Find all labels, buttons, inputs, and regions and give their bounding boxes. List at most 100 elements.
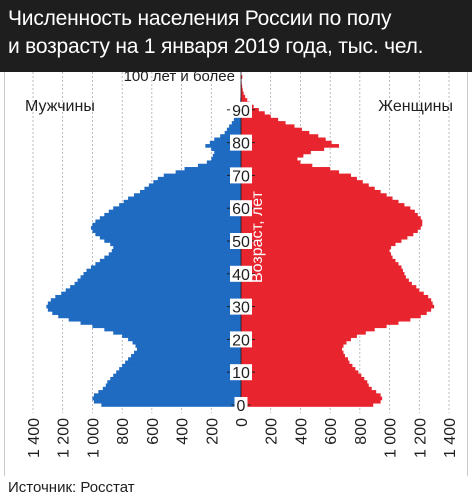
- male-bar: [128, 357, 241, 361]
- female-bar: [241, 281, 412, 286]
- female-bar: [241, 344, 344, 348]
- male-bar: [46, 304, 241, 309]
- male-bar: [113, 373, 241, 378]
- female-bar: [241, 357, 348, 361]
- male-bar: [211, 157, 241, 161]
- female-bar: [241, 216, 421, 220]
- age-tick-bg: [230, 134, 252, 151]
- female-bar: [241, 271, 405, 276]
- female-bar: [241, 147, 325, 151]
- age-tick-bg: [230, 265, 252, 282]
- x-tick-label-right: 800: [353, 418, 370, 445]
- female-bar: [241, 111, 265, 115]
- female-bar: [241, 127, 302, 132]
- male-bar: [231, 121, 241, 125]
- female-bar: [241, 134, 319, 138]
- male-bar: [70, 285, 242, 289]
- female-bar: [241, 203, 405, 207]
- female-bar: [241, 327, 375, 332]
- female-bar: [241, 121, 286, 125]
- male-bar: [113, 206, 241, 211]
- male-bar: [50, 298, 242, 302]
- legend-female: Женщины: [378, 98, 453, 115]
- female-bar: [241, 403, 374, 407]
- male-bar: [233, 117, 241, 122]
- female-bar: [241, 212, 418, 217]
- male-bar: [111, 249, 241, 253]
- male-bar: [214, 150, 241, 155]
- x-tick-label-left: 400: [175, 418, 192, 445]
- age-tick-bg: [230, 167, 252, 184]
- female-bar: [241, 222, 423, 227]
- age-tick-label: 40: [232, 267, 250, 284]
- female-bar: [241, 301, 433, 306]
- female-bar: [241, 386, 372, 391]
- x-tick-label-left: 1 200: [56, 418, 73, 458]
- female-bar: [241, 350, 344, 355]
- male-bar: [113, 245, 241, 250]
- female-bar: [241, 130, 310, 135]
- male-bar: [90, 226, 241, 230]
- male-bar: [137, 347, 241, 352]
- male-bar: [74, 281, 241, 286]
- female-bar: [241, 176, 357, 181]
- male-bar: [128, 337, 241, 342]
- title-band: Численность населения России по полу и в…: [0, 0, 472, 72]
- male-bar: [58, 314, 241, 319]
- male-bar: [122, 334, 241, 338]
- female-bar: [241, 163, 313, 168]
- male-bar: [80, 321, 242, 325]
- x-tick-label-left: 200: [204, 418, 221, 445]
- x-tick-label-left: 1 000: [85, 418, 102, 458]
- male-bar: [107, 380, 242, 384]
- male-bar: [92, 229, 241, 233]
- female-bar: [241, 340, 347, 345]
- male-bar: [132, 340, 241, 345]
- age-tick-bg: [230, 233, 252, 249]
- female-bar: [241, 196, 393, 201]
- female-bar: [241, 183, 369, 188]
- female-bar: [241, 117, 279, 122]
- male-bar: [214, 137, 241, 142]
- age-tick-label: 0: [237, 398, 246, 415]
- female-bar: [241, 209, 415, 214]
- female-bar: [241, 288, 420, 293]
- male-bar: [229, 124, 241, 129]
- female-bar: [241, 285, 417, 289]
- female-bar: [241, 396, 383, 401]
- male-bar: [212, 153, 241, 158]
- age-tick-label: 50: [232, 234, 250, 251]
- male-bar: [101, 403, 241, 407]
- male-bar: [116, 370, 241, 375]
- male-bar: [139, 189, 241, 194]
- male-bar: [95, 232, 242, 237]
- male-bar: [93, 399, 242, 404]
- age-tick-bg: [230, 298, 252, 315]
- female-bar: [241, 239, 402, 243]
- male-bar: [104, 239, 241, 243]
- male-bar: [55, 294, 242, 299]
- female-bar: [241, 186, 375, 191]
- female-bar: [241, 334, 357, 338]
- female-bar: [241, 189, 381, 194]
- female-bar: [241, 321, 399, 325]
- female-bar: [241, 94, 246, 99]
- female-bar: [241, 393, 381, 397]
- female-bar: [241, 137, 326, 142]
- female-bar: [241, 262, 399, 266]
- x-tick-label-right: 200: [264, 418, 281, 445]
- male-bar: [157, 176, 241, 181]
- x-tick-label-left: 800: [115, 418, 132, 445]
- female-bar: [241, 242, 396, 247]
- female-bar: [241, 232, 414, 237]
- male-bar: [92, 396, 241, 401]
- female-bar: [241, 275, 406, 279]
- female-bar: [241, 308, 432, 312]
- male-bar: [92, 324, 241, 329]
- source-note: Источник: Росстат: [8, 479, 135, 496]
- female-bar: [241, 235, 408, 240]
- male-bar: [108, 252, 242, 256]
- population-pyramid-chart: 0 10 20 30 40 50 60 70 80 90 100 лет и более Мужчин…: [25, 72, 459, 458]
- male-bar: [135, 344, 241, 348]
- chart-title-line-2: и возрасту на 1 января 2019 года, тыс. ч…: [8, 35, 424, 58]
